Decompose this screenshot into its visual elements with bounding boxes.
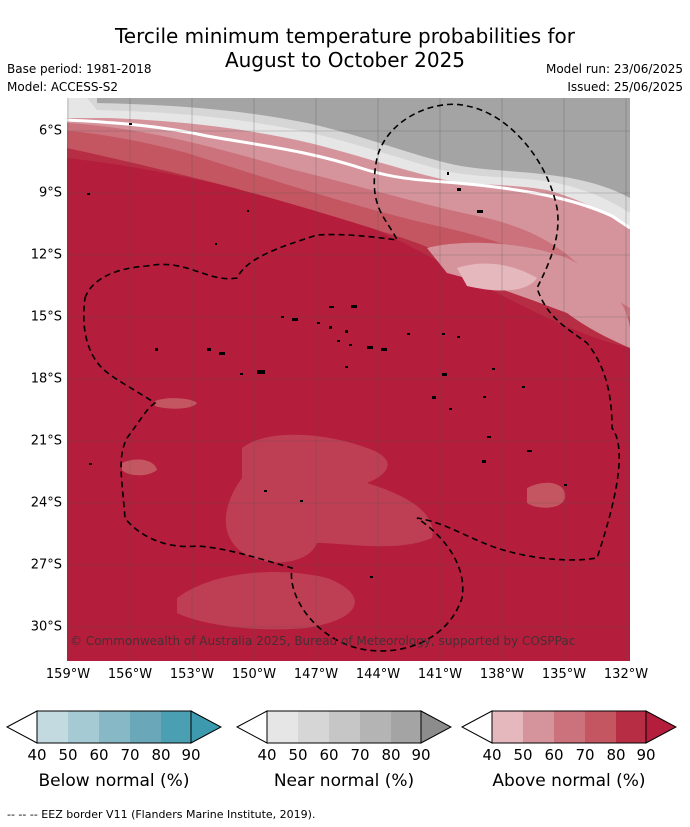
issued-date: Issued: 25/06/2025 — [567, 80, 683, 94]
cb-near-tick-90: 90 — [411, 746, 431, 764]
title-line-2: August to October 2025 — [224, 48, 466, 72]
cb-near-tick-50: 50 — [288, 746, 308, 764]
lat-label-9s: 9°S — [38, 185, 62, 201]
probability-boundary-line — [67, 118, 630, 230]
cb-near-swatch-2 — [298, 711, 329, 743]
cb-near-tick-40: 40 — [257, 746, 277, 764]
cb-above-tick-40: 40 — [482, 746, 502, 764]
model-name: Model: ACCESS-S2 — [7, 80, 119, 94]
lat-label-6s: 6°S — [38, 123, 62, 139]
lon-label-159w: 159°W — [45, 667, 91, 682]
lon-label-153w: 153°W — [169, 667, 215, 682]
above-normal-patch-east — [527, 482, 566, 508]
cb-near-extend — [420, 710, 452, 744]
cb-above-tick-90: 90 — [636, 746, 656, 764]
cb-above-swatch-3 — [554, 711, 585, 743]
lon-label-138w: 138°W — [479, 667, 525, 682]
cb-above-tick-60: 60 — [544, 746, 564, 764]
meta-left: Base period: 1981-2018 Model: ACCESS-S2 — [7, 60, 152, 96]
cb-near-swatch-4 — [360, 711, 391, 743]
lat-label-27s: 27°S — [30, 557, 62, 573]
cb-near-label: Near normal (%) — [273, 771, 415, 791]
cb-below-label: Below normal (%) — [38, 771, 190, 791]
cb-above-swatch-1 — [492, 711, 523, 743]
cb-above-extend — [645, 710, 677, 744]
eez-border — [83, 103, 621, 652]
cb-below-tick-80: 80 — [151, 746, 171, 764]
lon-label-132w: 132°W — [603, 667, 649, 682]
colorbar-below-svg — [6, 710, 222, 744]
cb-below-extend — [190, 710, 222, 744]
lat-label-15s: 15°S — [30, 309, 62, 325]
colorbar-above-normal — [461, 710, 677, 744]
cb-below-tick-50: 50 — [58, 746, 78, 764]
cb-above-tick-70: 70 — [575, 746, 595, 764]
lat-label-24s: 24°S — [30, 495, 62, 511]
cb-below-tick-60: 60 — [89, 746, 109, 764]
cb-above-label: Above normal (%) — [492, 771, 646, 791]
lon-label-147w: 147°W — [293, 667, 339, 682]
above-normal-30-patch-east — [457, 263, 537, 291]
above-normal-patch-west — [155, 398, 197, 409]
cb-above-swatch-4 — [585, 711, 616, 743]
cb-near-swatch-3 — [329, 711, 360, 743]
near-normal-80-band — [97, 98, 630, 198]
colorbar-below-normal — [6, 710, 222, 744]
lon-label-141w: 141°W — [417, 667, 463, 682]
model-run: Model run: 23/06/2025 — [545, 62, 683, 76]
copyright-notice: © Commonwealth of Australia 2025, Bureau… — [70, 634, 576, 648]
cb-below-swatch-1 — [37, 711, 68, 743]
lat-label-30s: 30°S — [30, 619, 62, 635]
colorbar-above-svg — [461, 710, 677, 744]
cb-above-swatch-2 — [523, 711, 554, 743]
colorbar-near-svg — [236, 710, 452, 744]
cb-near-swatch-1 — [267, 711, 298, 743]
gridlines — [67, 98, 630, 661]
cb-above-swatch-5 — [616, 711, 646, 743]
chart-title: Tercile minimum temperature probabilitie… — [0, 24, 690, 72]
lon-label-156w: 156°W — [107, 667, 153, 682]
cb-near-swatch-5 — [391, 711, 421, 743]
cb-below-swatch-4 — [130, 711, 161, 743]
eez-footer-note: -- -- -- EEZ border V11 (Flanders Marine… — [7, 808, 316, 821]
colorbar-near-normal — [236, 710, 452, 744]
lon-label-150w: 150°W — [231, 667, 277, 682]
cb-above-tick-50: 50 — [513, 746, 533, 764]
probability-map — [67, 98, 630, 661]
above-normal-patch-far-west — [122, 459, 157, 476]
above-normal-70-patch-southwest — [177, 572, 355, 630]
meta-right: Model run: 23/06/2025 Issued: 25/06/2025 — [546, 60, 683, 96]
cb-below-swatch-3 — [99, 711, 130, 743]
cb-below-tick-70: 70 — [120, 746, 140, 764]
lat-label-21s: 21°S — [30, 433, 62, 449]
cb-below-swatch-2 — [68, 711, 99, 743]
cb-below-swatch-5 — [161, 711, 191, 743]
lon-label-135w: 135°W — [541, 667, 587, 682]
islands — [87, 123, 567, 578]
cb-near-tick-60: 60 — [319, 746, 339, 764]
cb-above-tick-80: 80 — [606, 746, 626, 764]
cb-near-tick-70: 70 — [350, 746, 370, 764]
title-line-1: Tercile minimum temperature probabilitie… — [114, 24, 576, 48]
base-period: Base period: 1981-2018 — [7, 62, 152, 76]
lat-label-12s: 12°S — [30, 247, 62, 263]
cb-below-tick-90: 90 — [181, 746, 201, 764]
above-normal-70-patch-south — [225, 434, 433, 563]
map-svg — [67, 98, 630, 661]
lon-label-144w: 144°W — [355, 667, 401, 682]
cb-below-tick-40: 40 — [27, 746, 47, 764]
lat-label-18s: 18°S — [30, 371, 62, 387]
cb-near-tick-80: 80 — [381, 746, 401, 764]
